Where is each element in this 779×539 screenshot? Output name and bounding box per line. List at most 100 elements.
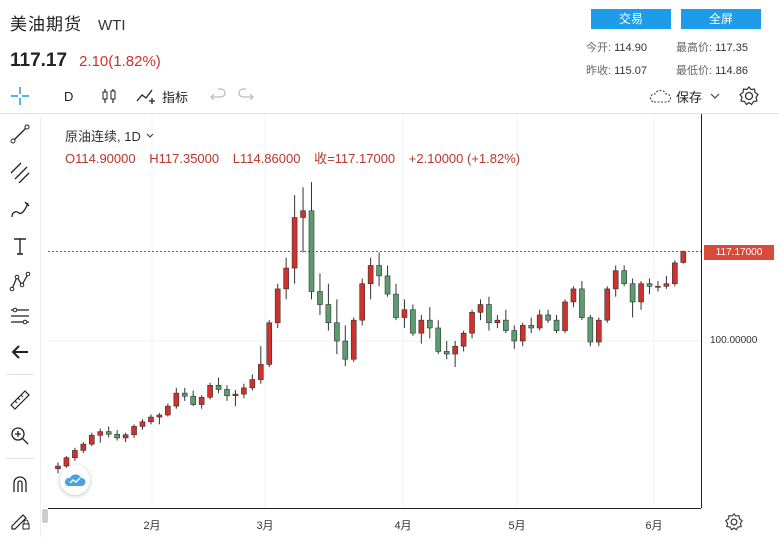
candle-body (604, 288, 611, 321)
ruler-icon[interactable] (8, 388, 32, 412)
candle (460, 330, 467, 352)
tool-divider (6, 458, 34, 459)
candle (207, 382, 213, 400)
text-tool-icon[interactable] (8, 234, 32, 258)
candle (224, 385, 230, 401)
time-label: 6月 (645, 520, 663, 532)
candle (122, 432, 129, 443)
price-change: 2.10(1.82%) (79, 53, 161, 70)
parallel-channel-icon[interactable] (8, 160, 32, 184)
candle (418, 314, 425, 344)
fullscreen-button[interactable]: 全屏 (681, 9, 761, 29)
stat-prev-close-label: 昨收: (586, 65, 612, 77)
candle (486, 296, 492, 331)
candle-body (215, 384, 222, 390)
candle (545, 309, 551, 323)
candle-body (410, 309, 416, 334)
price-axis[interactable]: 117.17000 100.00000 (701, 114, 779, 508)
candle-body (469, 312, 475, 334)
candle (181, 387, 188, 401)
candle (300, 187, 306, 253)
candle-body (511, 330, 518, 342)
candle-body (443, 351, 450, 355)
undo-icon[interactable] (210, 86, 226, 106)
candle-body (621, 270, 627, 284)
zoom-in-icon[interactable] (8, 424, 32, 448)
stat-open-label: 今开: (586, 42, 612, 54)
interval-button[interactable]: D (64, 88, 74, 104)
candle-body (545, 314, 551, 321)
candle (350, 317, 357, 362)
candle-body (241, 387, 247, 395)
indicators-button[interactable]: 指标 (136, 86, 188, 106)
time-axis[interactable]: 2月 3月 4月 5月 6月 (48, 508, 701, 539)
candle-body (317, 291, 323, 305)
price-axis-label: 100.00000 (710, 335, 758, 346)
candle-body (359, 283, 366, 321)
crosshair-icon[interactable] (10, 86, 36, 106)
chart-canvas[interactable] (48, 114, 701, 508)
magnet-icon[interactable] (8, 472, 32, 496)
candle-body (283, 267, 289, 290)
back-arrow-icon[interactable] (8, 340, 32, 364)
legend-change: +2.10000 (+1.82%) (408, 151, 521, 166)
candle (173, 387, 180, 409)
fib-retracement-icon[interactable] (8, 304, 32, 328)
candle-body (418, 319, 425, 334)
candle (562, 299, 568, 334)
cloud-icon (649, 89, 672, 103)
last-price: 117.17 (10, 50, 68, 71)
candle-body (198, 396, 205, 405)
stat-open: 今开: 114.90 (586, 39, 647, 55)
candle (274, 283, 281, 328)
time-label: 4月 (394, 520, 412, 532)
lock-drawing-icon[interactable] (8, 508, 32, 532)
candle-style-icon[interactable] (100, 86, 118, 106)
candle (325, 283, 332, 331)
candle-body (207, 384, 213, 398)
candle (80, 442, 87, 454)
brand-logo[interactable] (60, 465, 90, 495)
candle (165, 403, 171, 417)
candle (587, 314, 594, 347)
candle (266, 320, 273, 368)
candle-body (334, 322, 340, 342)
toolbar-scrollbar[interactable] (40, 117, 48, 537)
trend-line-icon[interactable] (8, 122, 32, 146)
settings-gear-icon[interactable] (738, 86, 760, 106)
candle (114, 430, 120, 441)
candle-body (173, 392, 180, 407)
candle-body (165, 405, 171, 416)
candle (511, 325, 518, 349)
candlestick-chart (48, 114, 701, 508)
candle-body (629, 283, 636, 303)
candle-body (266, 322, 273, 365)
candle (105, 426, 112, 438)
stat-prev-close: 昨收: 115.07 (586, 62, 647, 78)
candle (148, 414, 154, 425)
brush-icon[interactable] (8, 198, 32, 222)
candle (241, 383, 247, 399)
ohlc-legend: O114.90000 H117.35000 L114.86000 收=117.1… (65, 148, 530, 167)
pattern-tool-icon[interactable] (8, 270, 32, 294)
save-button[interactable]: 保存 (648, 86, 722, 106)
candle-body (426, 319, 433, 329)
axis-settings-icon[interactable] (724, 512, 744, 532)
candle-body (655, 285, 661, 288)
instrument-symbol: WTI (98, 17, 126, 34)
scrollbar-thumb[interactable] (42, 509, 48, 523)
candle (680, 250, 687, 264)
trade-button[interactable]: 交易 (591, 9, 671, 29)
candle (317, 273, 323, 315)
redo-icon[interactable] (238, 86, 254, 106)
candle-body (452, 345, 458, 355)
candle-body (342, 340, 349, 360)
toolbar-divider (0, 113, 779, 114)
candle (367, 257, 374, 300)
candle-body (181, 392, 188, 397)
chevron-down-icon[interactable] (144, 130, 156, 142)
candle-body (156, 414, 163, 418)
candle (139, 419, 146, 430)
candle (452, 341, 458, 368)
candle-body (72, 450, 78, 459)
